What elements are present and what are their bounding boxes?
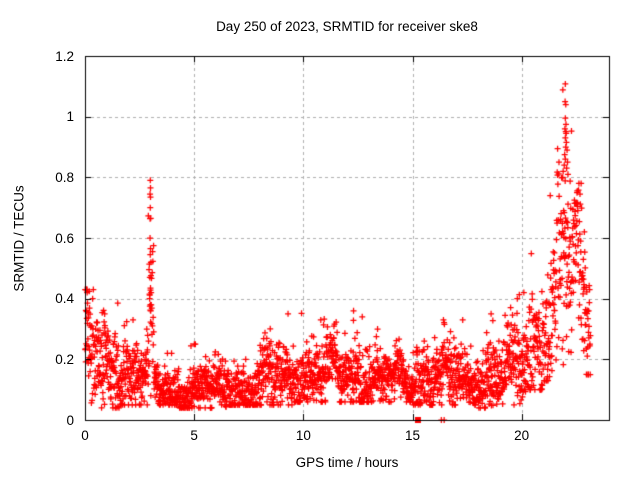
y-tick-label: 0 (66, 412, 74, 428)
x-tick-label: 10 (295, 428, 311, 443)
chart-title: Day 250 of 2023, SRMTID for receiver ske… (216, 19, 478, 34)
y-tick-label: 0.8 (55, 169, 74, 185)
x-tick-label: 5 (190, 428, 198, 443)
y-tick-label: 0.6 (55, 230, 74, 246)
y-tick-label: 1 (66, 109, 74, 125)
x-tick-label: 20 (514, 428, 530, 443)
y-tick-label: 0.2 (55, 351, 74, 367)
y-tick-label: 0.4 (55, 291, 74, 307)
y-axis-label: SRMTID / TECUs (11, 185, 27, 292)
y-tick-label: 1.2 (55, 48, 74, 64)
x-tick-label: 15 (404, 428, 421, 443)
x-axis-label: GPS time / hours (295, 455, 399, 470)
x-tick-label: 0 (81, 428, 89, 443)
